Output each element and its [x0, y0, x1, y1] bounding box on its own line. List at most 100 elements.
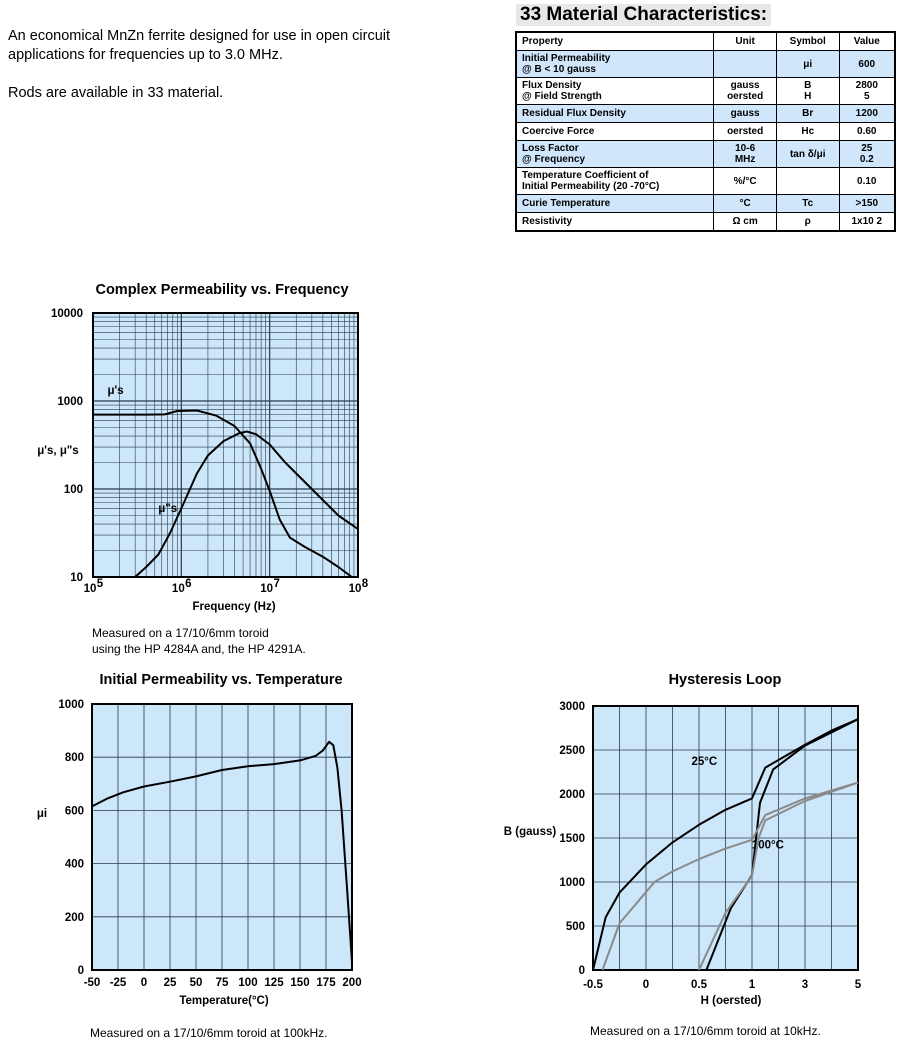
x-axis-label: H (oersted) [701, 995, 762, 1007]
series-line-0 [91, 740, 353, 963]
table-cell-unit: gauss [713, 104, 777, 123]
cell-line: ρ [804, 216, 811, 227]
series-line-1 [705, 718, 859, 971]
x-tick-exponent: 7 [273, 578, 279, 590]
chart-title: Complex Permeability vs. Frequency [95, 282, 348, 298]
table-cell-unit: %/°C [713, 167, 777, 195]
table-cell-unit [713, 50, 777, 78]
perm-temp-caption: Measured on a 17/10/6mm toroid at 100kHz… [90, 1026, 328, 1040]
y-tick-label: 1000 [559, 877, 585, 889]
table-cell-symbol [775, 167, 840, 195]
cell-line: 1200 [855, 108, 878, 119]
series-line-1 [134, 430, 359, 578]
cell-line: Resistivity [522, 216, 573, 227]
cell-line: 1x10 2 [851, 216, 883, 227]
table-cell-property: Residual Flux Density [515, 104, 715, 123]
cell-line: 0.60 [857, 126, 877, 137]
hysteresis-caption: Measured on a 17/10/6mm toroid at 10kHz. [590, 1024, 821, 1038]
y-tick-label: 1000 [58, 699, 84, 711]
plot-area [93, 313, 358, 577]
x-tick-label: 1 [749, 979, 756, 991]
plot-border [592, 705, 859, 971]
x-tick-label: 0 [141, 977, 147, 989]
cell-line: 5 [863, 91, 870, 102]
y-axis-label: B (gauss) [504, 826, 557, 838]
cell-line: tan δ/μi [789, 148, 826, 160]
cell-line: Ω cm [732, 216, 758, 227]
x-tick-label: 100 [238, 977, 257, 989]
cell-line: B [804, 80, 812, 91]
table-row: Flux Density @ Field Strength gauss oersted… [515, 77, 896, 105]
table-cell-unit: Ω cm [713, 212, 777, 232]
x-tick-label: 50 [190, 977, 203, 989]
cell-line: Coercive Force [522, 126, 595, 137]
table-cell-property: Temperature Coefficient of Initial Permea… [515, 167, 715, 195]
caption-line: using the HP 4284A and, the HP 4291A. [92, 642, 306, 656]
intro-paragraph: Rods are available in 33 material. [8, 85, 224, 101]
y-tick-label: 800 [65, 752, 84, 764]
y-tick-label: 1500 [559, 833, 585, 845]
x-tick-label: 200 [342, 977, 361, 989]
cell-line: 2800 [855, 80, 878, 91]
x-tick-exponent: 5 [97, 578, 104, 590]
material-characteristics-table: Property Unit Symbol Value Initial Permeabil… [515, 31, 896, 232]
table-cell-unit: 10-6 MHz [713, 140, 777, 168]
x-tick-label: 10 [84, 583, 97, 595]
cell-line: Residual Flux Density [522, 108, 626, 119]
x-tick-label: 125 [264, 977, 284, 989]
plot-border [91, 703, 353, 971]
table-cell-value: 600 [838, 50, 896, 78]
cell-line: @ B < 10 gauss [522, 64, 596, 75]
series-line-0 [93, 409, 353, 578]
table-row: Temperature Coefficient of Initial Permea… [515, 167, 896, 195]
y-tick-label: 2500 [559, 745, 585, 757]
perm-freq-caption: Measured on a 17/10/6mm toroid using the… [92, 625, 306, 657]
y-axis-label: μi [37, 808, 47, 820]
table-cell-property: Curie Temperature [515, 194, 715, 213]
cell-line: >150 [855, 198, 879, 209]
x-tick-label: 10 [172, 583, 185, 595]
cell-line: °C [739, 198, 751, 209]
y-tick-label: 2000 [559, 789, 585, 801]
series-label: 25°C [691, 756, 717, 768]
cell-line: @ Frequency [522, 154, 586, 165]
y-tick-label: 0 [78, 965, 84, 977]
series-label: 100°C [752, 840, 784, 852]
table-cell-property: Loss Factor @ Frequency [515, 140, 715, 168]
x-axis-label: Frequency (Hz) [192, 601, 275, 613]
x-tick-exponent: 8 [362, 578, 369, 590]
y-tick-label: 500 [566, 921, 585, 933]
table-cell-unit: °C [713, 194, 777, 213]
y-tick-label: 3000 [559, 701, 585, 713]
x-tick-label: -25 [110, 977, 127, 989]
cell-line: Loss Factor [522, 143, 579, 154]
x-tick-label: 10 [260, 583, 273, 595]
cell-line: gauss [730, 80, 760, 91]
series-line-2 [601, 781, 859, 971]
chart-title: Hysteresis Loop [669, 672, 782, 688]
y-axis-label: μ's, μ"s [37, 445, 78, 457]
series-label: μ"s [158, 503, 177, 515]
table-row: Residual Flux Density gauss Br 1200 [515, 104, 896, 123]
table-row: Curie Temperature °C Tc >150 [515, 194, 896, 213]
table-title: 33 Material Characteristics: [516, 4, 772, 26]
series-line-3 [698, 781, 859, 971]
caption-line: Measured on a 17/10/6mm toroid [92, 626, 269, 640]
cell-line: 0.2 [859, 154, 874, 165]
y-tick-label: 0 [579, 965, 585, 977]
cell-line: MHz [734, 154, 756, 165]
plot-border [92, 312, 359, 578]
table-cell-symbol: Tc [775, 194, 840, 213]
x-tick-exponent: 6 [185, 578, 191, 590]
x-tick-label: -0.5 [583, 979, 603, 991]
x-tick-label: 25 [164, 977, 177, 989]
y-tick-label: 10000 [51, 308, 83, 320]
x-tick-label: 0 [643, 979, 649, 991]
cell-line: @ Field Strength [522, 91, 602, 102]
cell-line: oersted [727, 91, 764, 102]
table-row: Coercive Force oersted Hc 0.60 [515, 122, 896, 141]
x-tick-label: 10 [349, 583, 362, 595]
table-row: Loss Factor @ Frequency 10-6 MHz tan δ/μi 25 0… [515, 140, 896, 168]
cell-line: H [804, 91, 812, 102]
